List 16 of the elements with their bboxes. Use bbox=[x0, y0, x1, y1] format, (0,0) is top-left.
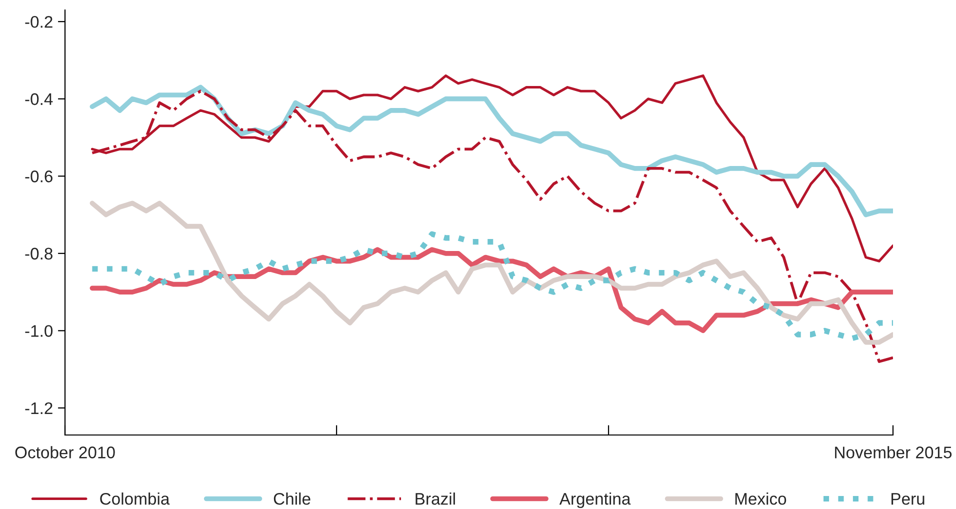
y-tick-label: -1.0 bbox=[25, 325, 53, 337]
legend-label: Chile bbox=[274, 492, 310, 505]
legend-label: Mexico bbox=[735, 492, 786, 505]
y-tick-label: -1.2 bbox=[25, 402, 52, 414]
legend-label: Colombia bbox=[100, 492, 170, 505]
x-tick-label: November 2015 bbox=[835, 446, 952, 458]
line-series bbox=[90, 200, 893, 345]
x-tick-label: October 2010 bbox=[15, 446, 115, 458]
y-tick-label: -0.8 bbox=[25, 248, 52, 260]
legend-label: Argentina bbox=[559, 492, 631, 508]
legend-label: Peru bbox=[892, 493, 924, 505]
y-tick-label: -0.4 bbox=[25, 93, 53, 106]
line-series bbox=[90, 84, 893, 218]
y-tick-label: -0.6 bbox=[25, 170, 52, 182]
y-tick-label: -0.2 bbox=[25, 16, 52, 28]
legend-label: Brazil bbox=[416, 492, 455, 505]
